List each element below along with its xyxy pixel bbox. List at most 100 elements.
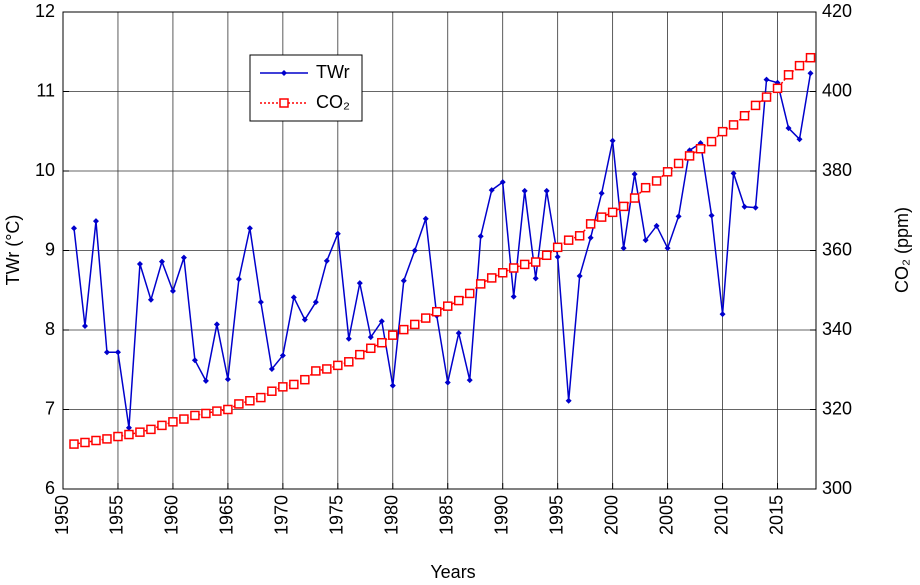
y-tick-label: 12	[35, 1, 55, 21]
marker	[388, 330, 398, 340]
marker	[212, 406, 222, 416]
marker	[91, 435, 101, 446]
x-axis-label: Years	[430, 562, 475, 582]
marker	[334, 230, 341, 237]
marker	[763, 76, 770, 83]
marker	[92, 218, 99, 225]
marker	[642, 237, 649, 244]
marker	[609, 137, 616, 144]
marker	[421, 313, 431, 323]
x-tick-label: 1970	[272, 495, 292, 535]
marker	[257, 299, 264, 306]
marker	[311, 366, 321, 376]
marker	[114, 349, 121, 356]
y2-tick-label: 340	[822, 319, 852, 339]
marker	[728, 120, 739, 130]
marker	[102, 434, 112, 444]
marker	[201, 408, 211, 419]
marker	[246, 225, 253, 232]
marker	[477, 233, 484, 240]
legend-marker	[279, 98, 289, 108]
x-tick-label: 2015	[766, 495, 786, 535]
marker	[607, 207, 618, 218]
marker	[169, 288, 176, 295]
marker	[300, 374, 310, 385]
marker	[629, 193, 640, 203]
marker	[772, 83, 783, 94]
marker	[279, 352, 286, 359]
y2-tick-label: 420	[822, 1, 852, 21]
marker	[81, 323, 88, 330]
marker	[807, 70, 814, 77]
marker	[124, 429, 134, 440]
marker	[322, 364, 332, 374]
marker	[202, 377, 209, 384]
marker	[268, 365, 275, 372]
marker	[543, 187, 550, 194]
marker	[587, 234, 594, 241]
marker	[455, 330, 462, 337]
marker	[532, 275, 539, 282]
marker	[135, 427, 145, 437]
y-tick-label: 11	[36, 80, 55, 100]
series-line	[73, 73, 812, 428]
marker	[717, 126, 728, 137]
marker	[510, 293, 517, 300]
y2-axis-label: CO₂ (ppm)	[892, 207, 912, 293]
marker	[146, 424, 156, 435]
x-tick-label: 1960	[162, 495, 182, 535]
marker	[750, 100, 761, 111]
marker	[113, 431, 123, 442]
marker	[245, 396, 255, 406]
marker	[442, 301, 453, 311]
marker	[541, 250, 552, 261]
marker	[80, 437, 90, 448]
marker	[103, 349, 110, 356]
marker	[508, 263, 519, 273]
marker	[312, 299, 319, 306]
marker	[653, 222, 660, 229]
marker	[278, 382, 288, 392]
marker	[563, 235, 574, 245]
marker	[411, 247, 418, 254]
marker	[289, 379, 299, 390]
legend-marker	[281, 70, 287, 76]
marker	[554, 253, 561, 260]
marker	[673, 158, 684, 169]
marker	[585, 219, 596, 229]
marker	[267, 386, 277, 396]
marker	[530, 257, 541, 267]
marker	[752, 204, 759, 211]
y2-tick-label: 360	[822, 239, 852, 259]
marker	[497, 268, 508, 278]
marker	[706, 136, 717, 147]
x-tick-label: 2010	[711, 495, 731, 535]
x-tick-label: 1985	[436, 495, 456, 535]
marker	[499, 179, 506, 186]
marker	[179, 414, 189, 424]
marker	[69, 439, 79, 449]
marker	[235, 276, 242, 283]
marker	[301, 316, 308, 323]
marker	[783, 70, 794, 80]
marker	[464, 288, 475, 299]
marker	[453, 295, 464, 306]
marker	[466, 377, 473, 384]
marker	[519, 259, 530, 270]
y2-tick-label: 300	[822, 478, 852, 498]
marker	[191, 357, 198, 364]
y-tick-label: 8	[45, 319, 55, 339]
marker	[367, 334, 374, 341]
legend-box	[249, 54, 363, 122]
marker	[651, 176, 662, 186]
marker	[741, 203, 748, 210]
marker	[234, 399, 244, 409]
marker	[475, 279, 486, 289]
x-tick-label: 2000	[601, 495, 621, 535]
x-tick-label: 1955	[107, 495, 127, 535]
marker	[662, 167, 673, 177]
marker	[400, 277, 407, 284]
marker	[620, 245, 627, 252]
y-tick-label: 9	[45, 239, 55, 259]
marker	[422, 215, 429, 222]
